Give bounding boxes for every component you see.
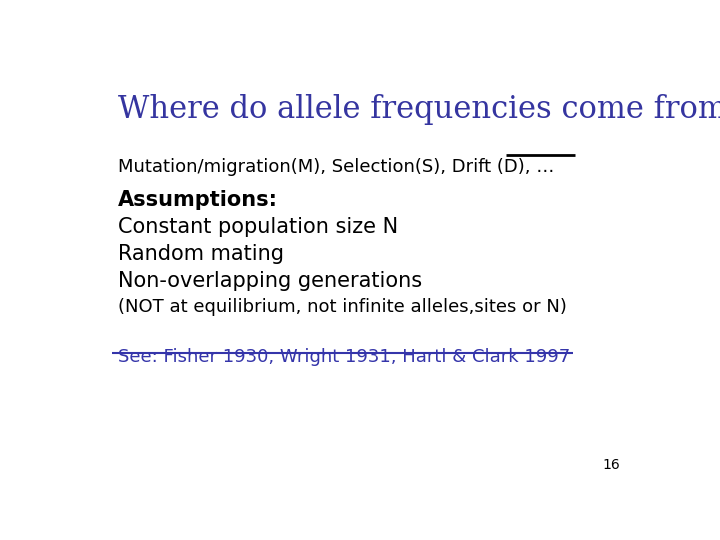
Text: See: Fisher 1930, Wright 1931, Hartl & Clark 1997: See: Fisher 1930, Wright 1931, Hartl & C… — [118, 348, 570, 366]
Text: Where do allele frequencies come from?: Where do allele frequencies come from? — [118, 94, 720, 125]
Text: Mutation/migration(M), Selection(S), Drift (D), …: Mutation/migration(M), Selection(S), Dri… — [118, 158, 554, 177]
Text: (NOT at equilibrium, not infinite alleles,sites or N): (NOT at equilibrium, not infinite allele… — [118, 298, 567, 316]
Text: Non-overlapping generations: Non-overlapping generations — [118, 271, 422, 291]
Text: 16: 16 — [603, 458, 620, 472]
Text: Assumptions:: Assumptions: — [118, 190, 278, 210]
Text: Constant population size N: Constant population size N — [118, 217, 398, 237]
Text: Random mating: Random mating — [118, 244, 284, 264]
